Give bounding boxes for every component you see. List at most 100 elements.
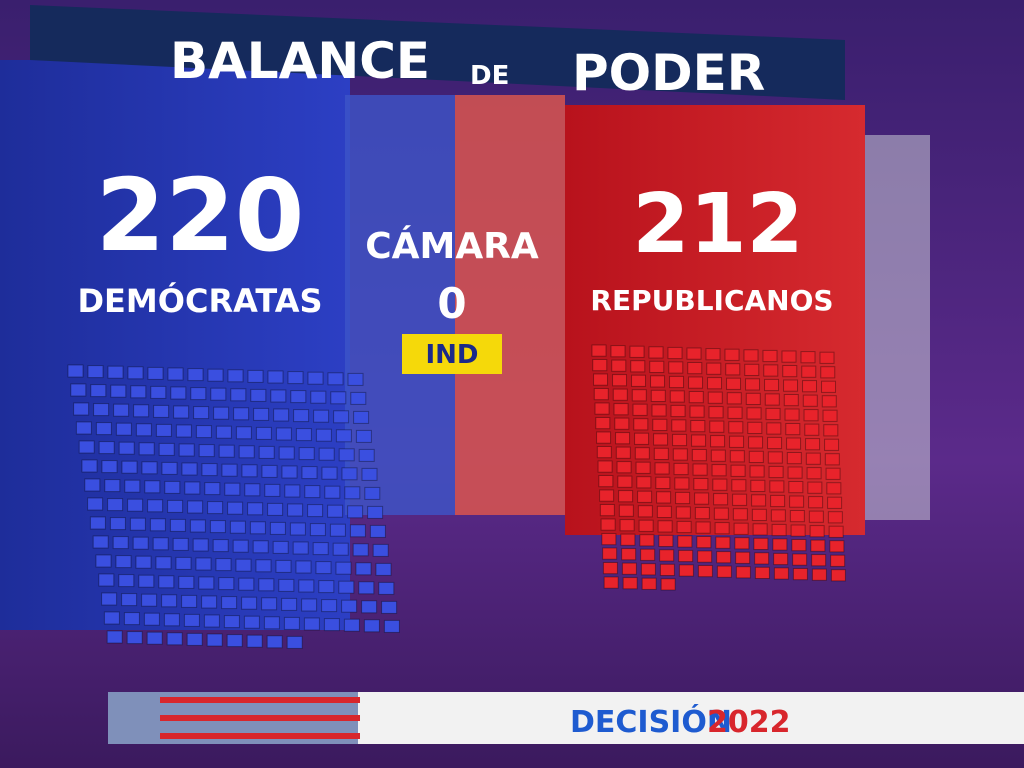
- seat-cube: [161, 461, 178, 475]
- seat-cube: [161, 594, 178, 608]
- footer-stripe: [160, 697, 360, 703]
- seat-cube: [266, 635, 283, 649]
- seat-cube: [657, 520, 673, 533]
- dem-name: DEMÓCRATAS: [77, 281, 322, 320]
- seat-cube: [124, 479, 141, 493]
- seat-cube: [273, 408, 290, 422]
- seat-cube: [631, 374, 647, 387]
- seat-cube: [696, 536, 712, 549]
- seat-cube: [593, 373, 609, 386]
- seat-cube: [811, 554, 827, 567]
- seat-cube: [369, 524, 386, 538]
- seat-cube: [819, 351, 835, 364]
- seat-cube: [203, 614, 220, 628]
- seat-cube: [615, 446, 631, 459]
- seat-cube: [313, 409, 330, 423]
- seat-cube: [603, 576, 619, 589]
- seat-cube: [226, 634, 243, 648]
- seat-cube: [278, 446, 295, 460]
- seat-cube: [808, 496, 824, 509]
- seat-cube: [621, 548, 637, 561]
- seat-cube: [246, 634, 263, 648]
- seat-cube: [113, 403, 130, 417]
- seat-cube: [707, 377, 723, 390]
- seat-cube: [292, 541, 309, 555]
- seat-cube: [669, 375, 685, 389]
- seat-cube: [170, 386, 187, 400]
- seat-cube: [67, 364, 84, 378]
- center-red: [455, 95, 565, 515]
- seat-cube: [744, 363, 760, 376]
- seat-cube: [304, 485, 321, 499]
- seat-cube: [749, 465, 765, 478]
- seat-cube: [764, 393, 780, 406]
- seat-cube: [121, 460, 138, 474]
- seat-cube: [822, 409, 838, 422]
- seat-cube: [207, 501, 224, 515]
- seat-cube: [764, 378, 780, 392]
- seat-cube: [706, 362, 722, 375]
- seat-cube: [183, 613, 200, 627]
- seat-cube: [147, 499, 164, 513]
- seat-cube: [732, 508, 748, 521]
- seat-cube: [747, 421, 763, 434]
- seat-cube: [773, 552, 789, 566]
- seat-cube: [716, 565, 732, 578]
- seat-cube: [335, 429, 352, 443]
- seat-cube: [361, 467, 378, 481]
- title: PODER: [572, 44, 765, 102]
- seat-cube: [341, 599, 358, 613]
- seat-cube: [378, 581, 395, 595]
- seat-cube: [338, 448, 355, 462]
- title-small: DE: [470, 61, 509, 91]
- seat-cube: [787, 466, 803, 479]
- seat-cube: [766, 422, 782, 435]
- seat-cube: [804, 423, 820, 436]
- seat-cube: [213, 406, 230, 420]
- seat-cube: [258, 578, 275, 592]
- seat-cube: [730, 464, 746, 477]
- seat-cube: [753, 537, 769, 550]
- seat-cube: [734, 537, 750, 550]
- seat-cube: [275, 427, 292, 441]
- seat-cube: [93, 403, 110, 417]
- seat-cube: [381, 600, 398, 614]
- seat-cube: [827, 511, 843, 524]
- seat-cube: [347, 505, 364, 519]
- seat-cube: [593, 388, 609, 401]
- seat-cube: [694, 507, 710, 520]
- chamber: CÁMARA: [365, 225, 539, 267]
- seat-cube: [138, 442, 155, 456]
- seat-cube: [241, 596, 258, 610]
- seat-cube: [258, 445, 275, 459]
- seat-cube: [229, 520, 246, 534]
- seat-cube: [754, 566, 770, 579]
- seat-cube: [167, 367, 184, 381]
- seat-cube: [652, 418, 668, 431]
- header-banner: [30, 5, 845, 100]
- seat-cube: [133, 404, 150, 418]
- seat-cube: [727, 406, 743, 419]
- seat-cube: [750, 479, 766, 492]
- seat-cube: [350, 391, 367, 405]
- seat-cube: [824, 438, 840, 451]
- seat-cube: [175, 424, 192, 438]
- seat-cube: [333, 410, 350, 424]
- seat-cube: [715, 536, 731, 549]
- seat-cube: [806, 467, 822, 480]
- seat-cube: [115, 555, 132, 569]
- seat-cube: [656, 491, 672, 504]
- seat-cube: [295, 560, 312, 574]
- seat-cube: [164, 480, 181, 494]
- seat-cube: [318, 447, 335, 461]
- seat-cube: [152, 537, 169, 551]
- seat-cube: [355, 562, 372, 576]
- seat-cube: [309, 523, 326, 537]
- seat-cube: [275, 559, 292, 573]
- seat-cube: [201, 463, 218, 477]
- seat-cube: [107, 498, 124, 512]
- seat-cube: [826, 482, 842, 495]
- seat-cube: [190, 387, 207, 401]
- seat-cube: [115, 422, 132, 436]
- seat-cube: [167, 499, 184, 513]
